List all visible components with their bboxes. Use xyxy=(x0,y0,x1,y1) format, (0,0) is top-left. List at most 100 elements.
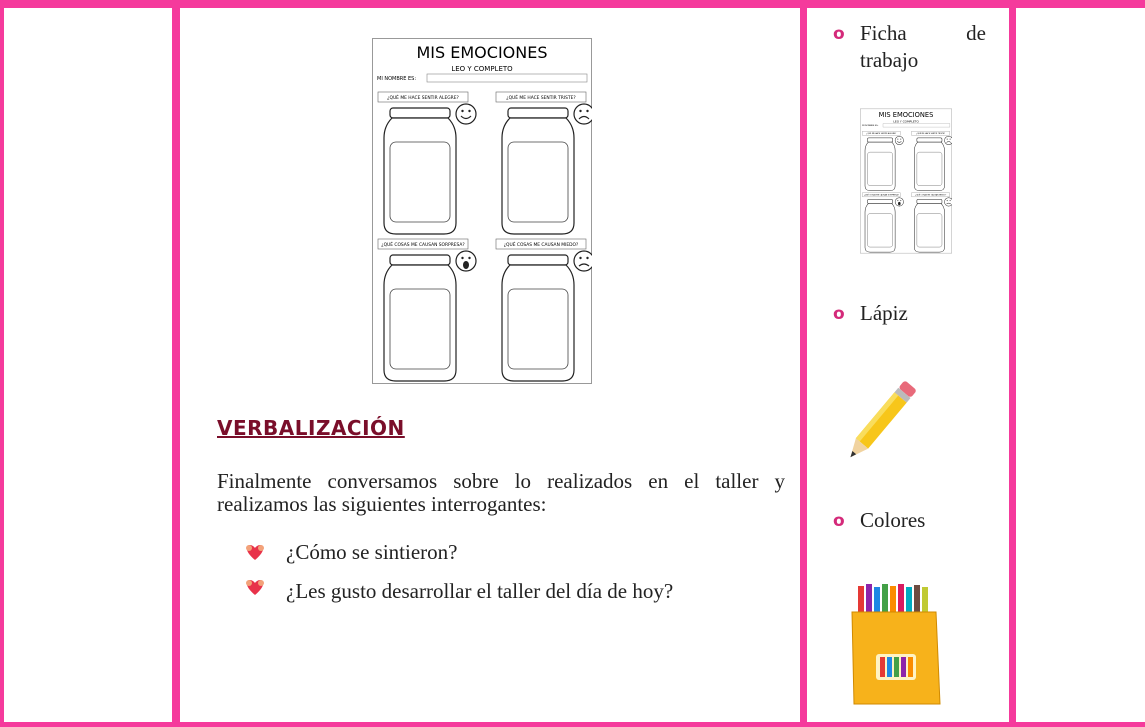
jar-body xyxy=(864,203,896,253)
bullet: o xyxy=(833,511,845,531)
jar-lid xyxy=(389,107,451,119)
eye xyxy=(897,200,899,202)
question-box xyxy=(377,91,469,103)
name-box xyxy=(426,73,588,83)
jar-body xyxy=(914,141,945,191)
material: Ficha de trabajo xyxy=(860,21,986,72)
jar-body xyxy=(501,264,575,382)
jar-body xyxy=(914,203,945,253)
mouth xyxy=(898,201,901,206)
jar-body xyxy=(501,117,575,235)
question: ¿QUÉ COSAS ME CAUSAN SORPRESA? xyxy=(864,194,899,197)
crayon-box-image xyxy=(851,584,941,705)
jar-lid xyxy=(867,199,893,204)
eye xyxy=(579,109,582,113)
question: ¿QUÉ ME HACE SENTIR ALEGRE? xyxy=(866,132,896,135)
jar-label xyxy=(389,288,451,370)
question-box xyxy=(862,131,901,136)
jar-lid xyxy=(916,137,943,143)
eye xyxy=(897,138,899,140)
border xyxy=(800,0,807,727)
material: Lápiz xyxy=(860,301,908,325)
material: Colores xyxy=(860,508,926,532)
jar-lid xyxy=(507,254,569,266)
eye xyxy=(468,109,471,113)
eye xyxy=(946,200,948,202)
question-box xyxy=(495,238,587,250)
sheet-subtitle: LEO Y COMPLETO xyxy=(893,119,919,123)
jar-lid xyxy=(916,199,943,204)
eye xyxy=(946,138,948,140)
question-box xyxy=(495,91,587,103)
eye xyxy=(579,256,582,260)
question: ¿QUÉ ME HACE SENTIR TRISTE? xyxy=(916,132,945,135)
jar-label xyxy=(867,213,893,248)
face xyxy=(455,103,477,125)
jar-body xyxy=(383,264,457,382)
question: ¿QUÉ COSAS ME CAUSAN MIEDO? xyxy=(915,194,946,197)
question-box xyxy=(862,192,901,198)
face xyxy=(573,103,592,125)
jar-lid xyxy=(867,137,893,143)
jar-body xyxy=(383,117,457,235)
face xyxy=(944,197,952,207)
paragraph: Finalmente conversamos sobre lo realizad… xyxy=(217,469,785,516)
border xyxy=(172,0,180,727)
eye xyxy=(900,200,902,202)
pencil-image xyxy=(850,381,916,458)
mouth xyxy=(897,141,902,143)
heart-icon xyxy=(246,545,264,560)
sheet-title: MIS EMOCIONES xyxy=(417,43,548,62)
mouth xyxy=(946,202,951,205)
mouth xyxy=(463,261,469,269)
mouth xyxy=(946,141,951,143)
jar-label xyxy=(507,288,569,370)
question: ¿QUÉ ME HACE SENTIR ALEGRE? xyxy=(387,93,459,101)
sheet-title: MIS EMOCIONES xyxy=(879,111,934,119)
jar-lid xyxy=(389,254,451,266)
question-box xyxy=(911,192,950,198)
border xyxy=(0,0,4,727)
question: ¿Les gusto desarrollar el taller del día… xyxy=(286,579,674,603)
name-label: MI NOMBRE ES: xyxy=(862,125,879,127)
heart-icon xyxy=(246,580,264,595)
face xyxy=(944,136,952,145)
section-heading: VERBALIZACIÓN xyxy=(217,416,405,440)
question: ¿QUÉ COSAS ME CAUSAN SORPRESA? xyxy=(381,240,465,248)
jar-label xyxy=(867,151,893,186)
eye xyxy=(949,138,951,140)
jar-label xyxy=(916,213,943,248)
name-box xyxy=(882,123,951,128)
eye xyxy=(468,256,471,260)
eye xyxy=(900,138,902,140)
border xyxy=(0,0,1145,8)
worksheet-image: MIS EMOCIONES LEO Y COMPLETO MI NOMBRE ES:… xyxy=(372,38,592,384)
eye xyxy=(586,256,589,260)
eye xyxy=(461,109,464,113)
eye xyxy=(461,256,464,260)
mouth xyxy=(578,263,590,267)
bullet: o xyxy=(833,24,845,44)
mouth xyxy=(460,115,472,120)
mouth xyxy=(578,115,590,120)
border xyxy=(0,722,1145,727)
border xyxy=(1009,0,1016,727)
jar-label xyxy=(389,141,451,223)
jar-lid xyxy=(507,107,569,119)
face xyxy=(573,250,592,272)
jar-label xyxy=(507,141,569,223)
question: ¿QUÉ ME HACE SENTIR TRISTE? xyxy=(506,93,576,101)
eye xyxy=(949,200,951,202)
face xyxy=(894,136,904,145)
name-label: MI NOMBRE ES: xyxy=(377,76,416,82)
jar-label xyxy=(916,151,943,186)
eye xyxy=(586,109,589,113)
question-box xyxy=(377,238,469,250)
question: ¿QUÉ COSAS ME CAUSAN MIEDO? xyxy=(504,240,579,248)
sheet-subtitle: LEO Y COMPLETO xyxy=(451,65,513,73)
question: ¿Cómo se sintieron? xyxy=(286,540,458,564)
question-box xyxy=(911,131,950,136)
